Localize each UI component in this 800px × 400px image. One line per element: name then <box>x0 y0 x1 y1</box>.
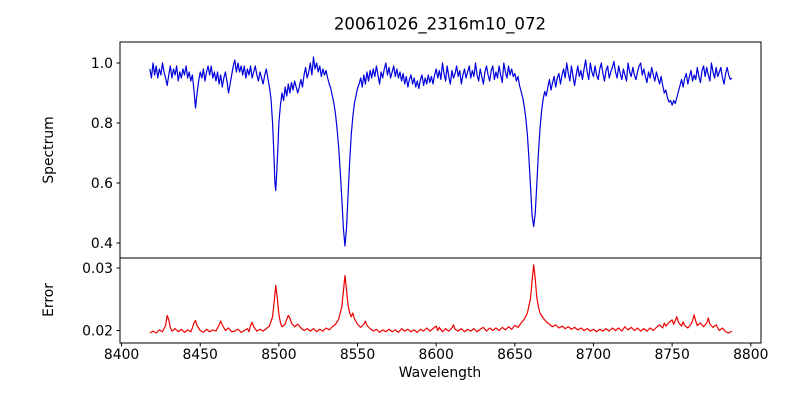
error-y-axis-label: Error <box>41 283 57 317</box>
spectrum-y-tick-label: 0.6 <box>91 176 113 192</box>
error-y-tick-label: 0.02 <box>82 323 113 339</box>
chart-title: 20061026_2316m10_072 <box>333 14 547 34</box>
spectrum-y-axis-label: Spectrum <box>41 116 57 184</box>
spectrum-y-tick-label: 0.4 <box>91 236 113 252</box>
x-tick-label: 8550 <box>340 347 375 363</box>
x-tick-label: 8600 <box>418 347 453 363</box>
x-tick-label: 8650 <box>497 347 532 363</box>
x-tick-label: 8400 <box>104 347 139 363</box>
x-tick-label: 8700 <box>576 347 611 363</box>
error-y-tick-label: 0.03 <box>82 261 113 277</box>
x-tick-label: 8450 <box>183 347 218 363</box>
spectrum-y-tick-label: 0.8 <box>91 116 113 132</box>
x-axis-label: Wavelength <box>398 365 482 381</box>
x-tick-label: 8800 <box>733 347 768 363</box>
x-tick-label: 8500 <box>261 347 296 363</box>
spectrum-series-line <box>149 56 733 247</box>
x-tick-label: 8750 <box>654 347 689 363</box>
error-panel-frame <box>119 257 762 344</box>
spectrum-y-tick-label: 1.0 <box>91 56 113 72</box>
error-series-line <box>149 264 733 334</box>
